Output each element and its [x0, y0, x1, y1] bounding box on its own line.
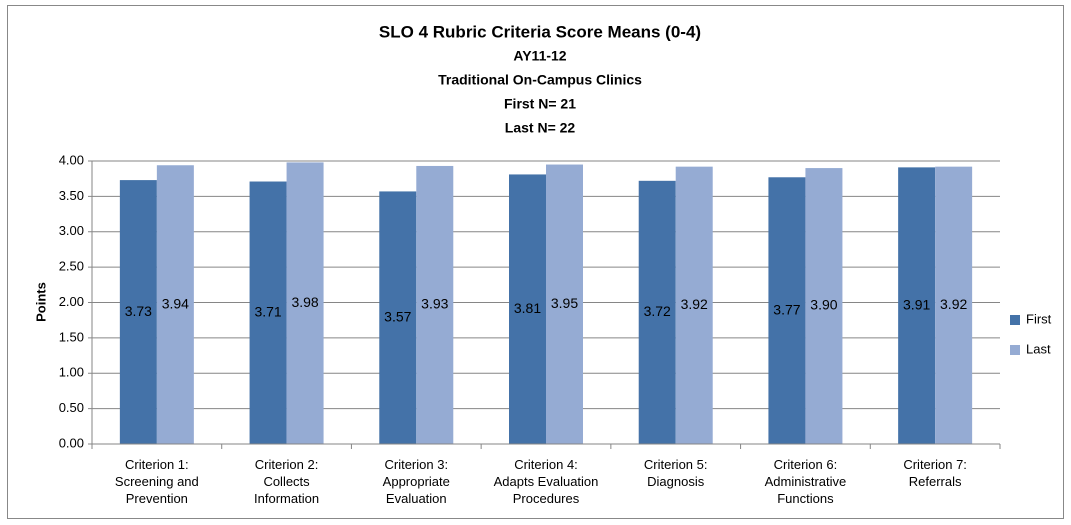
chart-subtitle: Traditional On-Campus Clinics	[438, 72, 642, 88]
x-tick-label: Criterion 7: Referrals	[903, 457, 967, 489]
y-tick-label: 1.50	[59, 329, 84, 344]
chart-subtitle: First N= 21	[504, 96, 576, 112]
data-label: 3.94	[162, 295, 189, 311]
data-label: 3.92	[681, 296, 708, 312]
bar	[675, 166, 713, 444]
bar	[379, 191, 417, 444]
data-label: 3.72	[644, 303, 671, 319]
legend-label: Last	[1026, 341, 1051, 356]
data-label: 3.73	[125, 303, 152, 319]
legend-swatch	[1010, 315, 1020, 325]
y-tick-label: 3.00	[59, 223, 84, 238]
bar	[638, 180, 676, 444]
data-label: 3.93	[421, 296, 448, 312]
bar	[768, 177, 806, 444]
y-tick-label: 0.50	[59, 400, 84, 415]
data-label: 3.71	[254, 303, 281, 319]
bar	[119, 180, 157, 445]
legend-label: First	[1026, 311, 1052, 326]
chart-subtitle: AY11-12	[513, 48, 566, 64]
data-label: 3.81	[514, 300, 541, 316]
x-tick-label: Criterion 5: Diagnosis	[643, 457, 708, 489]
legend-swatch	[1010, 345, 1020, 355]
data-label: 3.90	[810, 297, 837, 313]
y-tick-label: 0.00	[59, 435, 84, 450]
y-axis-label: Points	[33, 282, 48, 322]
x-tick-label: Criterion 3: Appropriate Evaluation	[382, 457, 450, 506]
y-tick-label: 4.00	[59, 152, 84, 167]
bar	[509, 174, 546, 444]
data-label: 3.77	[773, 301, 800, 317]
bar	[805, 168, 843, 444]
bar	[935, 166, 973, 444]
data-label: 3.92	[940, 296, 967, 312]
chart-title: SLO 4 Rubric Criteria Score Means (0-4)	[379, 22, 701, 41]
data-label: 3.98	[291, 294, 318, 310]
y-tick-label: 1.00	[59, 365, 84, 380]
data-label: 3.91	[903, 296, 930, 312]
chart-subtitle: Last N= 22	[505, 120, 576, 136]
data-label: 3.95	[551, 295, 578, 311]
y-tick-label: 3.50	[59, 188, 84, 203]
bar	[286, 162, 324, 445]
y-tick-label: 2.00	[59, 294, 84, 309]
bar	[546, 164, 583, 444]
x-tick-label: Criterion 4: Adapts Evaluation Procedure…	[493, 457, 599, 506]
y-tick-label: 2.50	[59, 259, 84, 274]
bar	[156, 165, 194, 444]
bar	[416, 165, 454, 444]
x-tick-label: Criterion 6: Administrative Functions	[764, 457, 847, 506]
x-tick-label: Criterion 1: Screening and Prevention	[114, 457, 199, 506]
data-label: 3.57	[384, 308, 411, 324]
bar	[898, 167, 936, 444]
bar	[249, 181, 287, 444]
x-tick-label: Criterion 2: Collects Information	[254, 457, 320, 506]
